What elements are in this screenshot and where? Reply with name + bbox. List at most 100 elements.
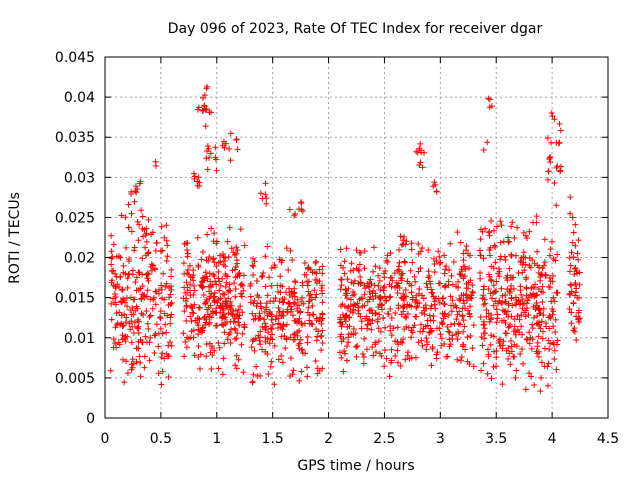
data-point bbox=[409, 259, 416, 266]
data-point bbox=[364, 321, 371, 328]
data-point bbox=[181, 284, 188, 291]
x-tick-label: 2 bbox=[324, 431, 333, 447]
data-point bbox=[136, 221, 143, 228]
data-point bbox=[163, 222, 170, 229]
data-point bbox=[318, 320, 325, 327]
data-point bbox=[253, 277, 260, 284]
data-point bbox=[433, 355, 440, 362]
data-point bbox=[499, 381, 506, 388]
data-point bbox=[132, 183, 139, 190]
data-point bbox=[523, 274, 530, 281]
data-point bbox=[341, 270, 348, 277]
data-point bbox=[424, 322, 431, 329]
data-point bbox=[148, 261, 155, 268]
data-point bbox=[381, 274, 388, 281]
data-point bbox=[147, 312, 154, 319]
data-point bbox=[155, 343, 162, 350]
data-point bbox=[423, 335, 430, 342]
data-point bbox=[220, 355, 227, 362]
data-point bbox=[505, 308, 512, 315]
data-point bbox=[227, 340, 234, 347]
data-point bbox=[567, 290, 574, 297]
data-point bbox=[212, 144, 219, 151]
data-point bbox=[354, 300, 361, 307]
data-point bbox=[152, 301, 159, 308]
data-point bbox=[435, 248, 442, 255]
data-point bbox=[256, 334, 263, 341]
data-point bbox=[162, 321, 169, 328]
data-point bbox=[396, 247, 403, 254]
data-point bbox=[550, 308, 557, 315]
data-point bbox=[268, 282, 275, 289]
data-point bbox=[143, 339, 150, 346]
data-point bbox=[573, 337, 580, 344]
data-point bbox=[155, 370, 162, 377]
data-point bbox=[131, 247, 138, 254]
data-point bbox=[347, 267, 354, 274]
data-point bbox=[295, 318, 302, 325]
data-point bbox=[311, 287, 318, 294]
data-point bbox=[151, 350, 158, 357]
data-point bbox=[503, 347, 510, 354]
data-point bbox=[541, 345, 548, 352]
data-point bbox=[457, 321, 464, 328]
data-point bbox=[490, 363, 497, 370]
x-tick-label: 1.5 bbox=[262, 431, 284, 447]
data-point bbox=[459, 313, 466, 320]
data-point bbox=[283, 335, 290, 342]
data-point bbox=[233, 257, 240, 264]
data-point bbox=[574, 270, 581, 277]
data-point bbox=[408, 246, 415, 253]
data-point bbox=[492, 259, 499, 266]
data-point bbox=[289, 257, 296, 264]
data-point bbox=[445, 312, 452, 319]
data-point bbox=[108, 261, 115, 268]
data-point bbox=[548, 139, 555, 146]
data-point bbox=[342, 292, 349, 299]
data-point bbox=[575, 294, 582, 301]
data-point bbox=[203, 105, 210, 112]
data-point bbox=[129, 304, 136, 311]
data-point bbox=[487, 290, 494, 297]
data-point bbox=[139, 213, 146, 220]
data-point bbox=[277, 282, 284, 289]
data-point bbox=[418, 149, 425, 156]
data-point bbox=[400, 240, 407, 247]
data-point bbox=[493, 278, 500, 285]
data-point bbox=[206, 319, 213, 326]
data-point bbox=[526, 262, 533, 269]
data-point bbox=[346, 314, 353, 321]
data-point bbox=[536, 307, 543, 314]
data-point bbox=[108, 232, 115, 239]
data-point bbox=[426, 329, 433, 336]
data-point bbox=[465, 307, 472, 314]
data-point bbox=[520, 253, 527, 260]
data-point bbox=[262, 320, 269, 327]
data-point bbox=[267, 363, 274, 370]
data-point bbox=[454, 229, 461, 236]
data-point bbox=[228, 245, 235, 252]
y-tick-label: 0.02 bbox=[64, 251, 95, 267]
data-point bbox=[285, 267, 292, 274]
data-point bbox=[313, 317, 320, 324]
data-point bbox=[532, 281, 539, 288]
data-point bbox=[490, 333, 497, 340]
data-point bbox=[357, 281, 364, 288]
data-point bbox=[233, 250, 240, 257]
data-point bbox=[158, 354, 165, 361]
data-point bbox=[566, 254, 573, 261]
data-point bbox=[163, 280, 170, 287]
data-point bbox=[408, 303, 415, 310]
data-point bbox=[204, 83, 211, 90]
data-point bbox=[210, 256, 217, 263]
data-point bbox=[356, 261, 363, 268]
data-point bbox=[381, 293, 388, 300]
data-point bbox=[568, 309, 575, 316]
data-point bbox=[313, 258, 320, 265]
data-point bbox=[567, 194, 574, 201]
data-point bbox=[370, 268, 377, 275]
data-point bbox=[199, 248, 206, 255]
data-point bbox=[511, 316, 518, 323]
data-point bbox=[108, 316, 115, 323]
data-point bbox=[388, 315, 395, 322]
